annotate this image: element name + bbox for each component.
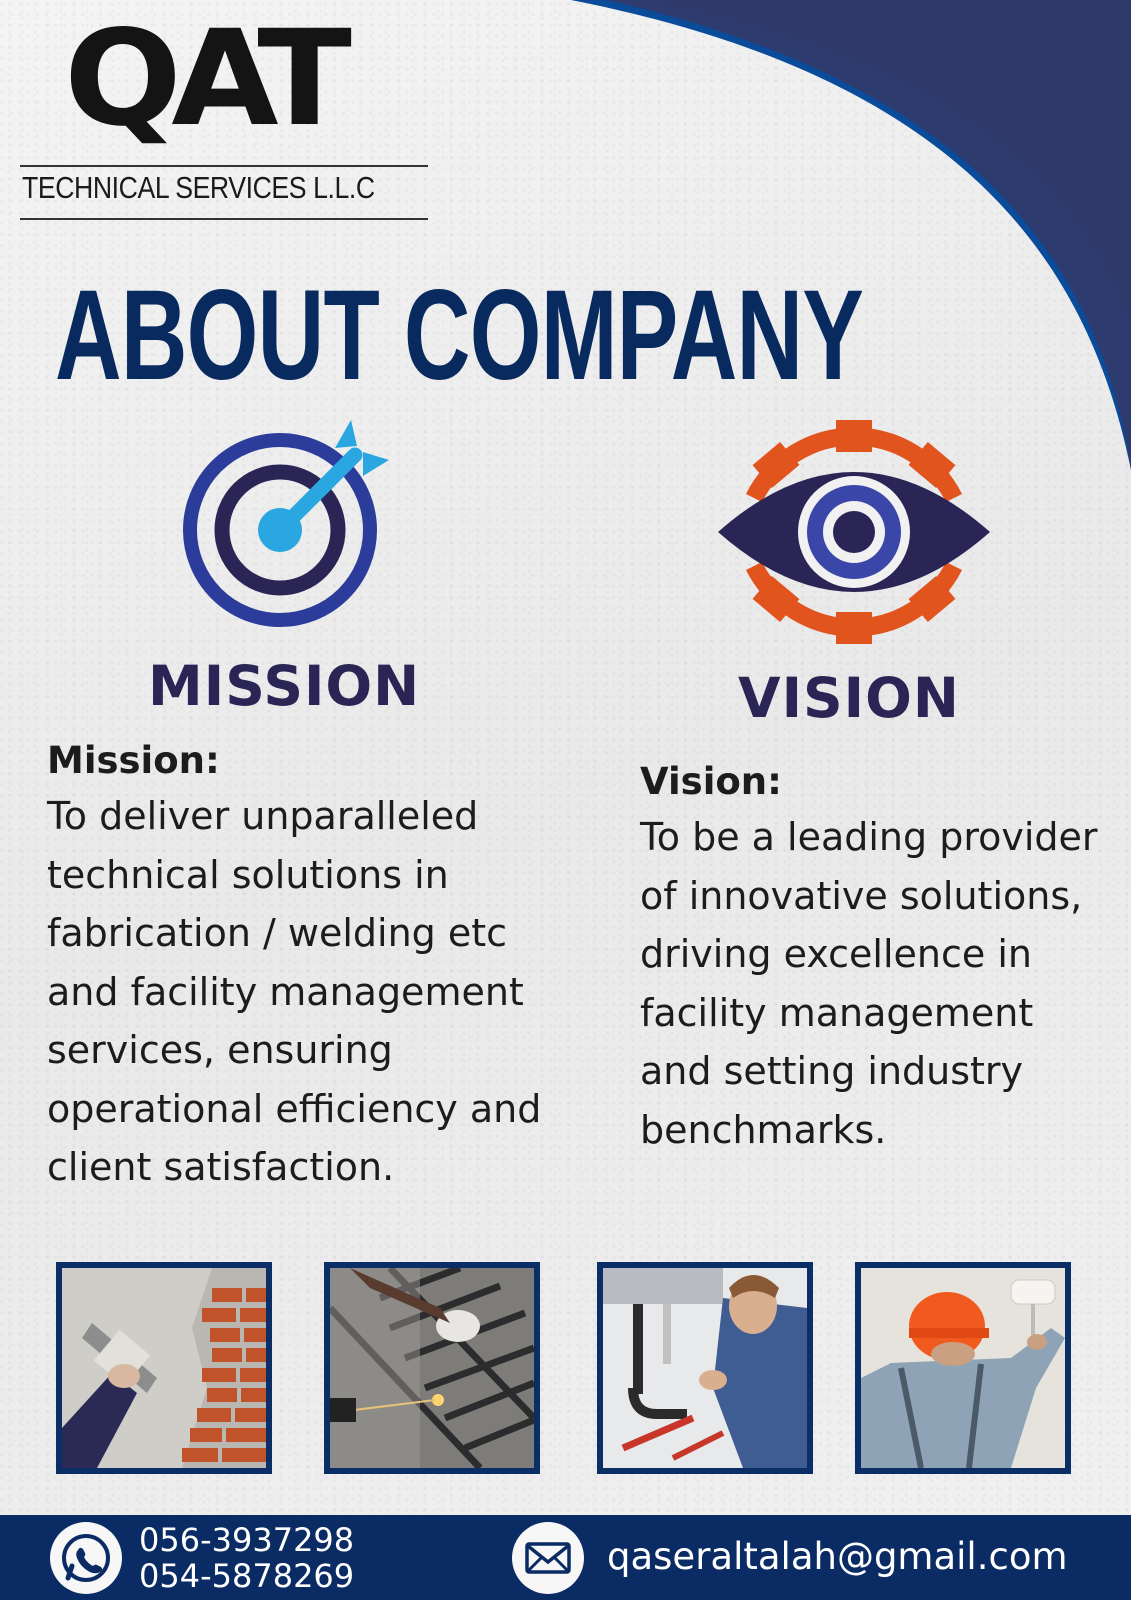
email-address[interactable]: qaseraltalah@gmail.com (607, 1535, 1068, 1578)
mission-label: MISSION (148, 654, 421, 718)
logo-subtitle: TECHNICAL SERVICES L.L.C (22, 170, 375, 205)
vision-label: VISION (738, 666, 960, 730)
plumbing-photo (597, 1262, 813, 1474)
mission-heading: Mission: (47, 739, 220, 782)
logo-wordmark: QAT (64, 2, 352, 156)
eye-gear-icon (718, 420, 990, 644)
whatsapp-icon[interactable] (50, 1522, 122, 1594)
phone-number-2[interactable]: 054-5878269 (139, 1557, 355, 1595)
phone-number-1[interactable]: 056-3937298 (139, 1521, 355, 1559)
target-arrow-icon (183, 420, 389, 627)
plastering-photo (56, 1262, 272, 1474)
company-logo: QAT TECHNICAL SERVICES L.L.C (20, 2, 430, 222)
vision-body: To be a leading provider of innovative s… (640, 815, 1098, 1152)
welding-photo (324, 1262, 540, 1474)
contact-footer: 056-3937298 054-5878269 qaseraltalah@gma… (0, 1515, 1131, 1600)
logo-rule-bottom (20, 218, 428, 220)
mission-body: To deliver unparalleled technical soluti… (47, 794, 542, 1189)
logo-rule-top (20, 165, 428, 167)
vision-statement: Vision: To be a leading provider of inno… (640, 756, 1100, 1159)
page-title: ABOUT COMPANY (55, 264, 864, 407)
phone-numbers: 056-3937298 054-5878269 (139, 1522, 354, 1594)
vision-heading: Vision: (640, 760, 782, 803)
envelope-icon[interactable] (512, 1522, 584, 1594)
corner-swoosh-decoration (511, 0, 1131, 470)
painting-photo (855, 1262, 1071, 1474)
mission-statement: Mission: To deliver unparalleled technic… (47, 735, 567, 1197)
